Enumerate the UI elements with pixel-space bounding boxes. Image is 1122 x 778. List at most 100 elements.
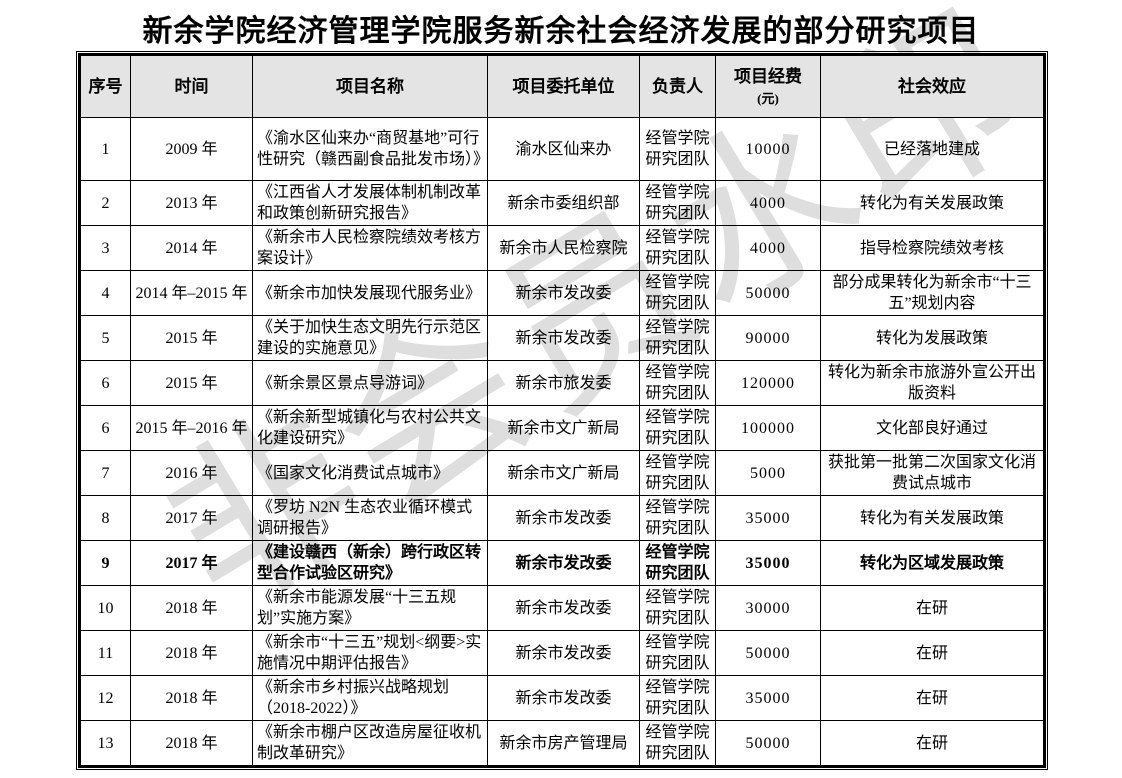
table-row: 3 2014 年 《新余市人民检察院绩效考核方案设计》 新余市人民检察院 经管学… (80, 225, 1044, 271)
cell-project-name: 《新余市加快发展现代服务业》 (252, 270, 488, 316)
cell-row-number: 2 (80, 180, 131, 226)
cell-project-name: 《关于加快生态文明先行示范区建设的实施意见》 (252, 315, 488, 361)
col-header-time: 时间 (130, 55, 253, 118)
cell-effect: 文化部良好通过 (820, 405, 1044, 451)
cell-project-name: 《国家文化消费试点城市》 (252, 450, 488, 496)
cell-time: 2018 年 (130, 675, 253, 721)
cell-time: 2014 年–2015 年 (130, 270, 253, 316)
cell-effect: 在研 (820, 585, 1044, 631)
cell-funding: 30000 (715, 585, 821, 631)
cell-time: 2018 年 (130, 585, 253, 631)
cell-project-name: 《新余市乡村振兴战略规划（2018-2022）》 (252, 675, 488, 721)
cell-lead: 经管学院研究团队 (639, 270, 716, 316)
cell-row-number: 5 (80, 315, 131, 361)
cell-effect: 转化为有关发展政策 (820, 180, 1044, 226)
cell-time: 2017 年 (130, 540, 253, 586)
cell-row-number: 12 (80, 675, 131, 721)
cell-time: 2018 年 (130, 720, 253, 766)
cell-project-name: 《新余市能源发展“十三五规划”实施方案》 (252, 585, 488, 631)
cell-lead: 经管学院研究团队 (639, 315, 716, 361)
cell-time: 2017 年 (130, 495, 253, 541)
table-row: 6 2015 年–2016 年 《新余新型城镇化与农村公共文化建设研究》 新余市… (80, 405, 1044, 451)
cell-effect: 在研 (820, 675, 1044, 721)
cell-effect: 转化为发展政策 (820, 315, 1044, 361)
cell-effect: 获批第一批第二次国家文化消费试点城市 (820, 450, 1044, 496)
cell-project-name: 《建设赣西（新余）跨行政区转型合作试验区研究》 (252, 540, 488, 586)
table-row: 8 2017 年 《罗坊 N2N 生态农业循环模式调研报告》 新余市发改委 经管… (80, 495, 1044, 541)
col-header-no: 序号 (80, 55, 131, 118)
cell-funding: 50000 (715, 630, 821, 676)
cell-time: 2015 年 (130, 360, 253, 406)
table-row: 12 2018 年 《新余市乡村振兴战略规划（2018-2022）》 新余市发改… (80, 675, 1044, 721)
cell-project-name: 《新余市棚户区改造房屋征收机制改革研究》 (252, 720, 488, 766)
cell-lead: 经管学院研究团队 (639, 540, 716, 586)
page-title: 新余学院经济管理学院服务新余社会经济发展的部分研究项目 (142, 15, 980, 48)
cell-row-number: 3 (80, 225, 131, 271)
cell-client: 新余市发改委 (487, 270, 640, 316)
cell-row-number: 9 (80, 540, 131, 586)
cell-client: 新余市发改委 (487, 675, 640, 721)
cell-client: 新余市文广新局 (487, 405, 640, 451)
cell-funding: 4000 (715, 180, 821, 226)
cell-effect: 部分成果转化为新余市“十三五”规划内容 (820, 270, 1044, 316)
cell-row-number: 7 (80, 450, 131, 496)
col-header-funding: 项目经费 (元) (715, 55, 821, 118)
table-row: 13 2018 年 《新余市棚户区改造房屋征收机制改革研究》 新余市房产管理局 … (80, 720, 1044, 766)
cell-project-name: 《新余新型城镇化与农村公共文化建设研究》 (252, 405, 488, 451)
cell-client: 新余市旅发委 (487, 360, 640, 406)
table-row: 7 2016 年 《国家文化消费试点城市》 新余市文广新局 经管学院研究团队 5… (80, 450, 1044, 496)
cell-funding: 35000 (715, 675, 821, 721)
cell-project-name: 《新余景区景点导游词》 (252, 360, 488, 406)
cell-effect: 已经落地建成 (820, 117, 1044, 181)
cell-lead: 经管学院研究团队 (639, 405, 716, 451)
table-row: 6 2015 年 《新余景区景点导游词》 新余市旅发委 经管学院研究团队 120… (80, 360, 1044, 406)
cell-client: 新余市委组织部 (487, 180, 640, 226)
cell-funding: 35000 (715, 495, 821, 541)
cell-lead: 经管学院研究团队 (639, 630, 716, 676)
table-row: 9 2017 年 《建设赣西（新余）跨行政区转型合作试验区研究》 新余市发改委 … (80, 540, 1044, 586)
cell-client: 新余市发改委 (487, 630, 640, 676)
cell-time: 2015 年 (130, 315, 253, 361)
cell-funding: 120000 (715, 360, 821, 406)
cell-effect: 转化为新余市旅游外宣公开出版资料 (820, 360, 1044, 406)
cell-funding: 90000 (715, 315, 821, 361)
table-row: 10 2018 年 《新余市能源发展“十三五规划”实施方案》 新余市发改委 经管… (80, 585, 1044, 631)
cell-funding: 35000 (715, 540, 821, 586)
cell-effect: 指导检察院绩效考核 (820, 225, 1044, 271)
cell-project-name: 《新余市人民检察院绩效考核方案设计》 (252, 225, 488, 271)
cell-row-number: 4 (80, 270, 131, 316)
cell-client: 新余市房产管理局 (487, 720, 640, 766)
table-row: 5 2015 年 《关于加快生态文明先行示范区建设的实施意见》 新余市发改委 经… (80, 315, 1044, 361)
cell-funding: 5000 (715, 450, 821, 496)
cell-effect: 转化为有关发展政策 (820, 495, 1044, 541)
cell-project-name: 《江西省人才发展体制机制改革和政策创新研究报告》 (252, 180, 488, 226)
col-header-funding-label: 项目经费 (734, 67, 802, 86)
table-row: 1 2009 年 《渝水区仙来办“商贸基地”可行性研究（赣西副食品批发市场）》 … (80, 117, 1044, 181)
cell-client: 新余市文广新局 (487, 450, 640, 496)
cell-funding: 50000 (715, 270, 821, 316)
cell-funding: 4000 (715, 225, 821, 271)
cell-effect: 转化为区域发展政策 (820, 540, 1044, 586)
table-row: 4 2014 年–2015 年 《新余市加快发展现代服务业》 新余市发改委 经管… (80, 270, 1044, 316)
cell-project-name: 《罗坊 N2N 生态农业循环模式调研报告》 (252, 495, 488, 541)
cell-row-number: 1 (80, 117, 131, 181)
cell-time: 2013 年 (130, 180, 253, 226)
cell-lead: 经管学院研究团队 (639, 117, 716, 181)
cell-client: 新余市发改委 (487, 585, 640, 631)
table-row: 11 2018 年 《新余市“十三五”规划<纲要>实施情况中期评估报告》 新余市… (80, 630, 1044, 676)
cell-row-number: 6 (80, 405, 131, 451)
col-header-effect: 社会效应 (820, 55, 1044, 118)
cell-client: 新余市发改委 (487, 315, 640, 361)
col-header-project-name: 项目名称 (252, 55, 488, 118)
cell-lead: 经管学院研究团队 (639, 675, 716, 721)
cell-row-number: 6 (80, 360, 131, 406)
cell-client: 新余市发改委 (487, 540, 640, 586)
table-row: 2 2013 年 《江西省人才发展体制机制改革和政策创新研究报告》 新余市委组织… (80, 180, 1044, 226)
cell-lead: 经管学院研究团队 (639, 585, 716, 631)
cell-row-number: 11 (80, 630, 131, 676)
cell-row-number: 10 (80, 585, 131, 631)
col-header-lead: 负责人 (639, 55, 716, 118)
cell-time: 2009 年 (130, 117, 253, 181)
cell-project-name: 《新余市“十三五”规划<纲要>实施情况中期评估报告》 (252, 630, 488, 676)
